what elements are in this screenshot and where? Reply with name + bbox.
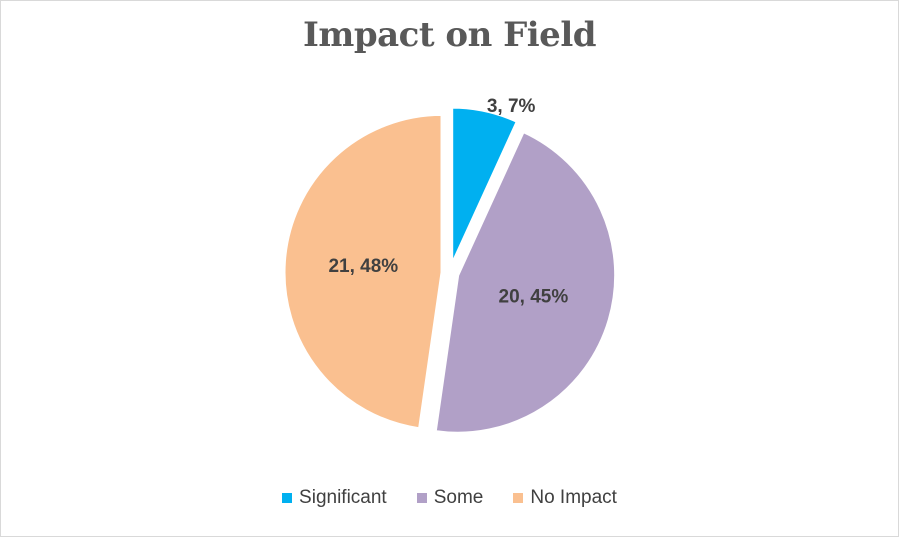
pie-slices (282, 105, 618, 435)
legend-label: Significant (299, 487, 387, 508)
legend: Significant Some No Impact (1, 487, 898, 509)
pie-slice-no-impact (282, 112, 444, 431)
data-label-some: 20, 45% (499, 286, 569, 307)
pie-data-labels: 3, 7% 20, 45% 21, 48% (328, 96, 568, 308)
chart-title: Impact on Field (302, 15, 597, 55)
legend-swatch (282, 493, 293, 503)
legend-swatch (513, 493, 524, 503)
legend-item-significant: Significant (282, 487, 387, 509)
data-label-no-impact: 21, 48% (328, 256, 398, 277)
legend-item-no-impact: No Impact (513, 487, 617, 509)
legend-item-some: Some (416, 487, 484, 509)
data-label-significant: 3, 7% (487, 96, 536, 117)
legend-swatch (416, 493, 427, 503)
pie-slice-some (433, 129, 618, 435)
legend-label: Some (433, 487, 484, 508)
legend-label: No Impact (530, 487, 617, 508)
pie-slice-significant (450, 105, 520, 266)
